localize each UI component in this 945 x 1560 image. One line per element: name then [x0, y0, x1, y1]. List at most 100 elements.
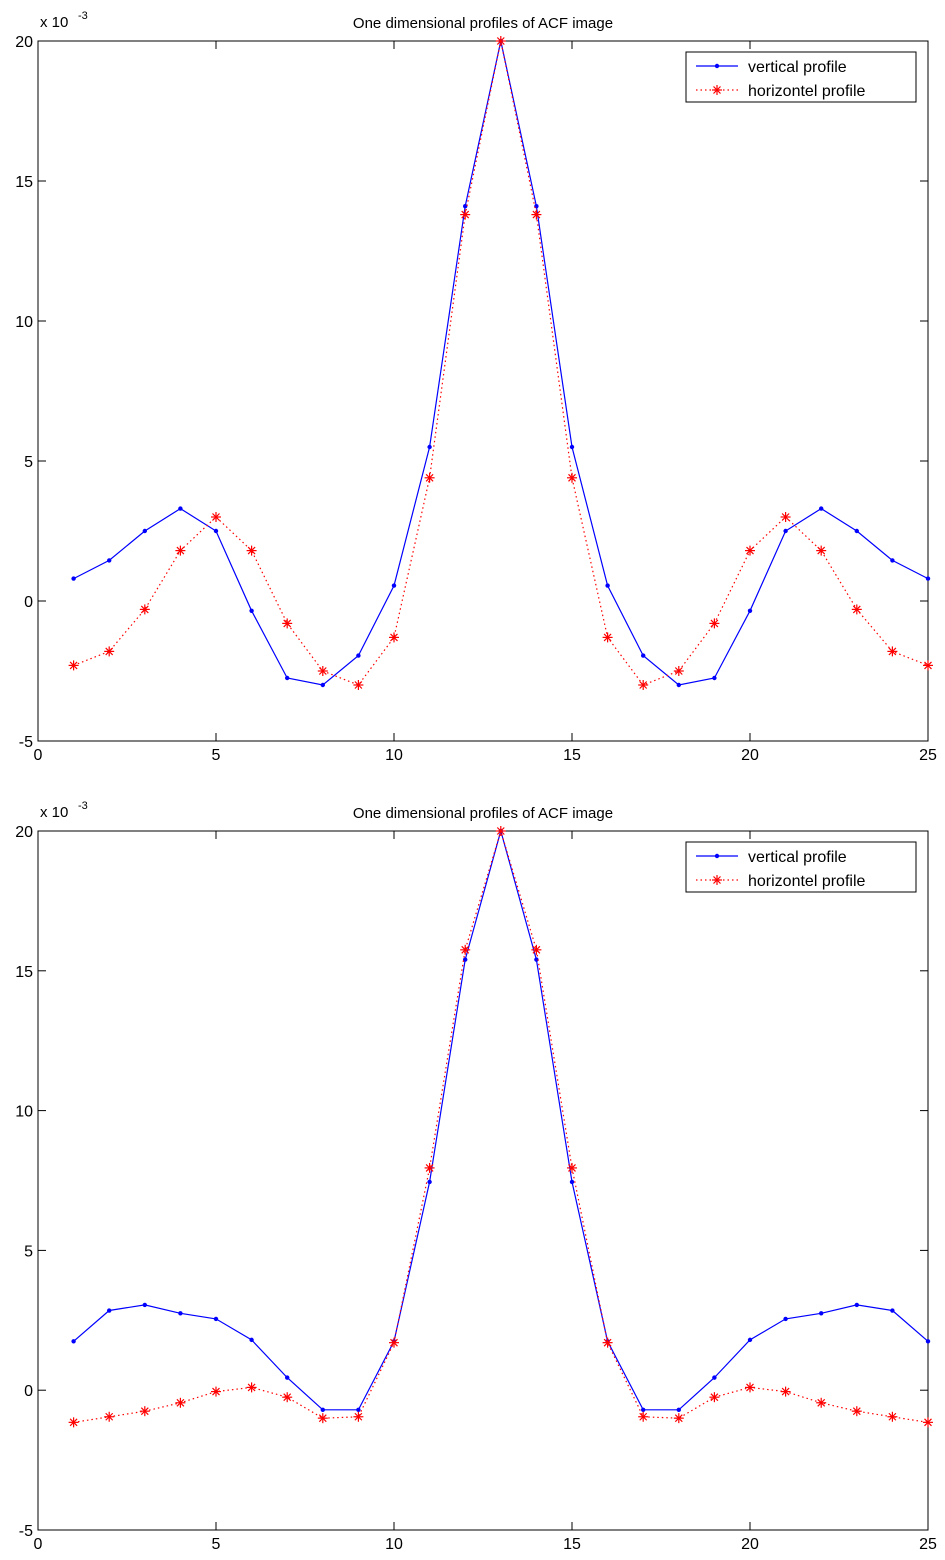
data-point-horizontel: [673, 1413, 684, 1424]
data-point-horizontel: [709, 1392, 720, 1403]
legend-label: horizontel profile: [748, 873, 866, 890]
data-point-vertical: [819, 506, 824, 511]
plot-frame: [37, 40, 929, 742]
x-tick-label: 25: [919, 1536, 937, 1553]
data-point-horizontel: [460, 209, 471, 220]
x-tick-label: 20: [741, 747, 759, 764]
data-point-vertical: [569, 444, 575, 450]
data-point-vertical: [890, 1308, 895, 1313]
data-point-vertical: [783, 528, 788, 534]
data-point-horizontel: [104, 1411, 115, 1422]
series-line-vertical: [73, 40, 929, 686]
data-point-vertical: [747, 608, 753, 613]
x-tick-label: 5: [212, 1536, 221, 1553]
x-tick-label: 10: [385, 1536, 403, 1553]
series-line-vertical: [73, 828, 929, 1411]
x-tick-label: 10: [385, 747, 403, 764]
data-point-vertical: [249, 1337, 254, 1343]
y-tick-label: -5: [19, 1523, 33, 1540]
data-point-vertical: [427, 1179, 432, 1185]
data-point-vertical: [107, 1308, 112, 1313]
data-point-vertical: [676, 1407, 681, 1412]
data-point-horizontel: [68, 1417, 79, 1428]
data-point-horizontel: [673, 666, 684, 676]
data-point-vertical: [356, 653, 361, 658]
data-point-horizontel: [460, 944, 471, 955]
data-point-vertical: [463, 957, 468, 962]
x-tick-label: 25: [919, 747, 937, 764]
data-point-horizontel: [104, 646, 115, 657]
data-point-vertical: [641, 1407, 646, 1412]
data-point-vertical: [854, 1302, 859, 1308]
chart-1: One dimensional profiles of ACF image x 1…: [15, 10, 937, 764]
data-point-horizontel: [424, 472, 435, 483]
data-point-horizontel: [353, 1411, 364, 1422]
legend-label: horizontel profile: [748, 83, 866, 100]
data-point-horizontel: [567, 1162, 577, 1173]
data-point-vertical: [747, 1337, 753, 1343]
data-point-horizontel: [389, 1337, 399, 1348]
data-point-horizontel: [816, 1397, 827, 1408]
data-point-vertical: [925, 576, 931, 581]
y-tick-label: 15: [15, 174, 33, 191]
y-tick-label: 20: [15, 34, 33, 51]
y-tick-label: -5: [19, 734, 33, 751]
x-tick-label: 0: [34, 1536, 43, 1553]
y-tick-label: 5: [24, 454, 33, 471]
data-point-horizontel: [923, 1417, 933, 1428]
scale-factor-exponent: -3: [78, 10, 88, 22]
x-tick-label: 15: [563, 1536, 581, 1553]
data-point-horizontel: [851, 1406, 862, 1417]
chart-title: One dimensional profiles of ACF image: [353, 805, 613, 822]
data-point-vertical: [178, 1311, 183, 1316]
scale-factor-label: x 10: [40, 14, 68, 31]
data-point-vertical: [71, 576, 76, 581]
data-point-horizontel: [175, 1397, 186, 1408]
data-point-vertical: [534, 957, 539, 962]
series-line-horizontel: [73, 828, 929, 1423]
data-point-horizontel: [780, 512, 791, 522]
data-point-vertical: [320, 682, 325, 688]
data-point-horizontel: [495, 826, 506, 836]
data-point-horizontel: [139, 1406, 150, 1417]
data-point-horizontel: [389, 632, 399, 643]
data-point-vertical: [712, 675, 717, 681]
legend-marker: [712, 875, 722, 885]
data-point-horizontel: [317, 666, 328, 676]
data-point-horizontel: [246, 1382, 257, 1393]
y-tick-label: 20: [15, 824, 33, 841]
data-point-vertical: [427, 444, 432, 450]
data-point-vertical: [854, 528, 859, 534]
data-point-vertical: [285, 1375, 290, 1380]
data-point-vertical: [285, 675, 290, 681]
legend-label: vertical profile: [748, 849, 847, 866]
data-point-horizontel: [282, 618, 293, 629]
plot-frame: [37, 830, 929, 1531]
legend-box: [685, 51, 917, 103]
data-point-horizontel: [602, 1337, 613, 1348]
data-point-horizontel: [816, 545, 827, 556]
data-point-vertical: [925, 1339, 931, 1344]
y-tick-label: 0: [24, 594, 33, 611]
data-point-horizontel: [139, 604, 150, 615]
data-point-vertical: [605, 583, 610, 588]
data-point-horizontel: [68, 660, 79, 671]
series-line-horizontel: [73, 40, 929, 686]
legend-box: [685, 841, 917, 893]
data-point-horizontel: [317, 1413, 328, 1424]
data-point-horizontel: [353, 680, 364, 690]
legend-marker: [714, 63, 720, 69]
data-point-vertical: [641, 653, 646, 658]
data-point-horizontel: [709, 618, 720, 629]
data-point-vertical: [391, 583, 397, 588]
data-point-horizontel: [175, 545, 186, 556]
data-point-vertical: [819, 1311, 824, 1316]
data-point-vertical: [676, 682, 681, 688]
y-tick-label: 15: [15, 964, 33, 981]
chart-2: One dimensional profiles of ACF image x 1…: [15, 800, 937, 1553]
y-tick-label: 0: [24, 1383, 33, 1400]
data-point-horizontel: [211, 512, 221, 522]
data-point-vertical: [213, 528, 219, 534]
chart-title: One dimensional profiles of ACF image: [353, 15, 613, 32]
data-point-horizontel: [745, 545, 755, 556]
